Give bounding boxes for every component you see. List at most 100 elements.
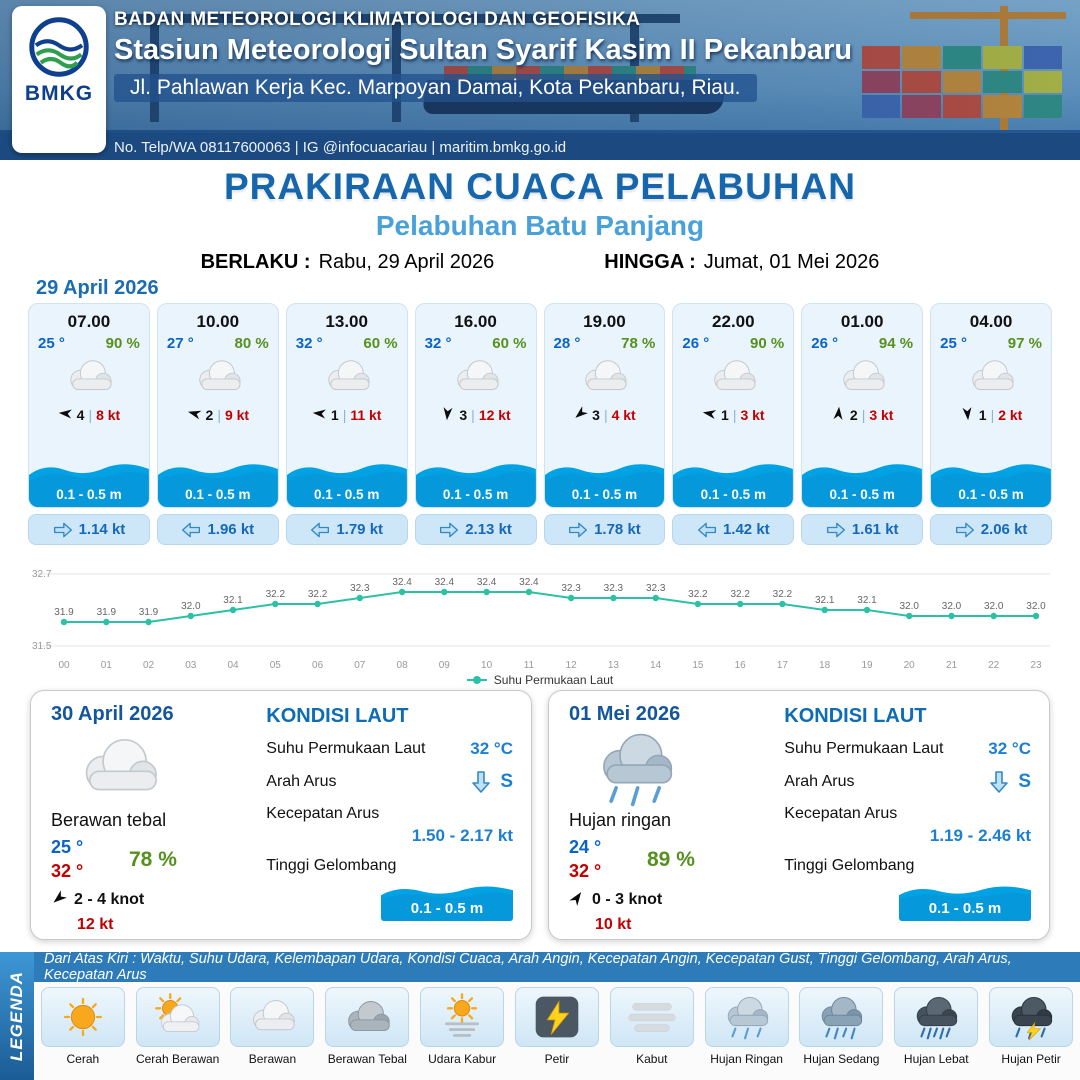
wind-speed: 4 [76,407,85,423]
svg-text:32.3: 32.3 [350,583,370,594]
wind-divider: | [861,407,866,423]
current-strip: 2.13 kt [414,514,537,545]
legend-haze-icon [420,987,505,1047]
sea-condition-column: KONDISI LAUT Suhu Permukaan Laut 32 °C A… [784,703,1031,929]
svg-text:31.9: 31.9 [54,607,74,618]
legend-item: Petir [511,987,603,1066]
legend-note: Dari Atas Kiri : Waktu, Suhu Udara, Kele… [34,951,1080,983]
legend-item: Hujan Petir [985,987,1077,1066]
sst-chart-plot: 32.7 31.5 31.9 00 31.9 01 31.9 02 32.0 03 32.1 04 32… [32,569,1050,671]
svg-text:23: 23 [1030,660,1042,671]
daily-summary-row: 30 April 2026 Berawan tebal 25 ° 32 ° 78… [30,690,1050,940]
legend-band: Dari Atas Kiri : Waktu, Suhu Udara, Kele… [0,951,1080,1080]
svg-text:16: 16 [735,660,747,671]
chart-legend: Suhu Permukaan Laut [30,673,1050,687]
art-crane-post [392,14,401,122]
svg-text:15: 15 [692,660,704,671]
weather-cloudy-icon [802,354,922,402]
forecast-time: 01.00 [840,312,884,331]
svg-text:32.3: 32.3 [561,583,581,594]
wind-divider: | [732,407,737,423]
air-temperature: 25 ° [940,335,967,352]
current-direction-icon [53,520,73,540]
legend-overcast-icon [325,987,410,1047]
wind-divider: | [88,407,93,423]
humidity: 80 % [234,335,269,352]
humidity: 94 % [878,335,914,352]
svg-text:18: 18 [819,660,831,671]
svg-text:08: 08 [397,660,409,671]
current-direction-row: Arah Arus S [266,770,513,794]
wind-row: 1 | 3 kt [673,406,793,424]
svg-text:22: 22 [988,660,1000,671]
wave-height: 0.1 - 0.5 m [700,487,766,502]
current-speed: 1.42 kt [722,521,770,538]
wave-height-box: 0.1 - 0.5 m [899,879,1031,921]
svg-text:32.0: 32.0 [942,601,962,612]
forecast-time: 22.00 [712,312,755,331]
svg-text:13: 13 [608,660,620,671]
wave-height-band: 0.1 - 0.5 m [29,455,149,507]
current-direction-icon [439,520,459,540]
current-direction-icon [181,520,201,540]
wind-speed: 3 [592,407,600,423]
bmkg-logo-label: BMKG [24,82,94,105]
legend-item: Hujan Lebat [890,987,982,1066]
wave-height-value: 0.1 - 0.5 m [410,900,484,917]
daily-left-column: 01 Mei 2026 Hujan ringan 24 ° 32 ° 89 % … [569,703,772,933]
svg-text:10: 10 [481,660,493,671]
svg-text:17: 17 [777,660,789,671]
weather-cloudy-icon [287,354,407,402]
weather-cloudy-icon [931,354,1051,402]
svg-text:03: 03 [185,660,197,671]
svg-text:07: 07 [354,660,366,671]
temp-max: 32 ° [569,861,602,882]
wind-speed: 1 [978,407,987,423]
legend-side-label: LEGENDA [0,952,34,1080]
art-crane-post [150,14,159,122]
wind-row: 2 | 9 kt [158,406,278,424]
wind-speed: 2 [849,407,858,423]
svg-text:19: 19 [861,660,873,671]
legend-cloudy-icon [230,987,315,1047]
wind-direction-icon [831,406,846,424]
validity-row: BERLAKU : Rabu, 29 April 2026 HINGGA : Jum… [0,251,1080,274]
svg-text:32.1: 32.1 [815,595,835,606]
daily-date: 01 Mei 2026 [569,703,681,725]
wind-direction-icon [440,406,455,424]
wave-height: 0.1 - 0.5 m [442,487,509,502]
wind-row: 3 | 4 kt [545,406,665,424]
forecast-time: 13.00 [325,312,368,331]
temp-humidity-row: 28 ° 78 % [545,332,665,352]
daily-humidity: 89 % [647,848,695,871]
wave-height-value: 0.1 - 0.5 m [928,900,1002,917]
current-strip: 1.79 kt [285,514,408,545]
valid-from-value: Rabu, 29 April 2026 [318,251,495,273]
wave-height: 0.1 - 0.5 m [185,487,251,502]
daily-condition: Hujan ringan [569,810,672,830]
sst-row: Suhu Permukaan Laut 32 °C [266,739,513,759]
wave-height-band: 0.1 - 0.5 m [544,455,665,507]
svg-text:32.2: 32.2 [730,589,750,600]
current-speed-label: Kecepatan Arus [784,805,898,822]
art-crane-arm [910,12,1066,19]
svg-text:06: 06 [312,660,324,671]
wave-height-band: 0.1 - 0.5 m [673,455,794,507]
current-speed: 2.13 kt [465,521,512,538]
sst-value: 32 °C [470,739,513,758]
sea-condition-title: KONDISI LAUT [784,705,927,727]
forecast-card: 01.00 26 ° 94 % 2 | 3 kt 0.1 - 0.5 m [801,303,924,508]
wind-divider: | [471,407,475,423]
legend-item-label: Cerah [66,1052,100,1066]
valid-to-label: HINGGA : [604,251,696,273]
weather-cloudy-icon [673,354,793,402]
current-strip: 1.42 kt [672,514,795,545]
wind-row: 2 | 3 kt [802,406,922,424]
svg-text:32.0: 32.0 [181,601,201,612]
current-speed-row: Kecepatan Arus 1.50 - 2.17 kt [266,805,513,846]
wind-divider: | [342,407,347,423]
current-direction-row: Arah Arus S [784,770,1031,794]
svg-text:32.1: 32.1 [223,595,243,606]
wind-gust: 3 kt [740,407,765,423]
